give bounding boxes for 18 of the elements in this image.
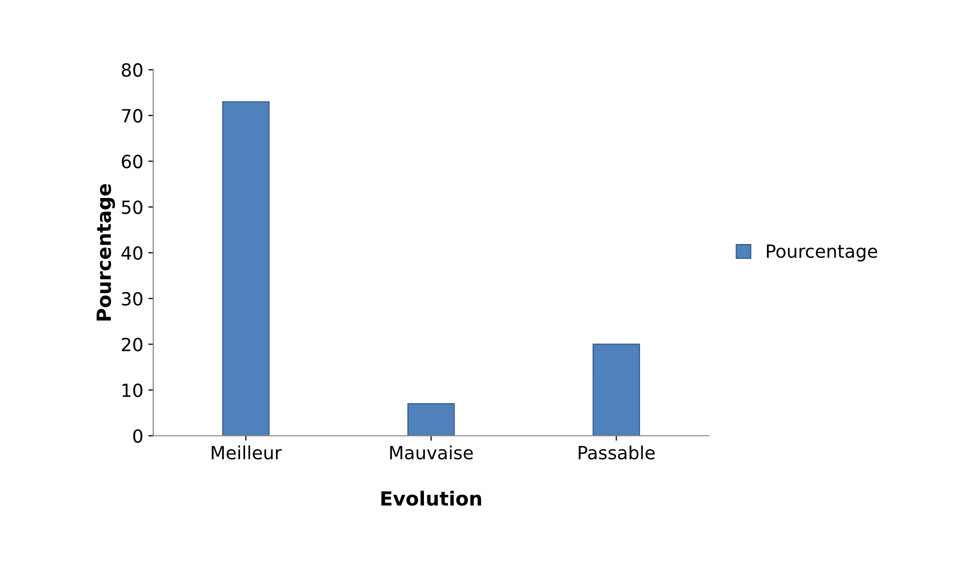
x-tick-label: Mauvaise — [390, 445, 473, 460]
y-tick-label: 50 — [122, 200, 142, 214]
y-tick-label: 30 — [122, 292, 142, 306]
x-tick-label: Meilleur — [212, 445, 282, 460]
y-tick-label: 20 — [122, 338, 142, 352]
bar — [407, 403, 455, 436]
x-tick-label: Passable — [578, 445, 655, 460]
y-tick-label: 70 — [122, 108, 142, 123]
legend-label: Pourcentage — [766, 244, 878, 262]
y-tick-label: 80 — [122, 63, 142, 77]
y-axis-title: Pourcentage — [96, 184, 116, 321]
y-tick-label: 40 — [121, 246, 142, 260]
y-tick-label: 60 — [122, 154, 142, 168]
bar — [222, 101, 270, 436]
bar — [592, 344, 640, 436]
y-tick-label: 0 — [133, 429, 142, 443]
y-tick-label: 10 — [122, 383, 142, 398]
x-axis-title: Evolution — [381, 490, 482, 506]
